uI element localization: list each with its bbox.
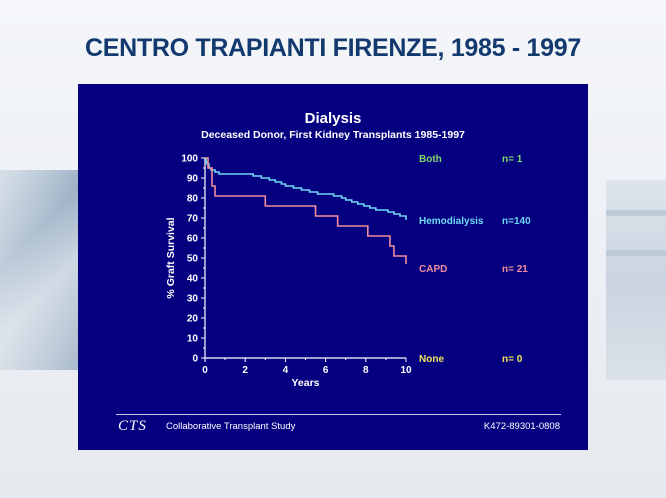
x-tick-label: 6 bbox=[323, 365, 329, 376]
y-tick-label: 30 bbox=[187, 294, 199, 305]
x-tick-label: 4 bbox=[283, 365, 289, 376]
legend-label-none: None bbox=[419, 354, 444, 365]
legend-n-capd: n= 21 bbox=[502, 264, 528, 275]
y-tick-label: 50 bbox=[187, 254, 199, 265]
x-tick-label: 10 bbox=[400, 365, 412, 376]
legend-label-hemodialysis: Hemodialysis bbox=[419, 216, 484, 227]
y-tick-label: 70 bbox=[187, 214, 199, 225]
x-axis-label: Years bbox=[291, 377, 319, 389]
legend-label-capd: CAPD bbox=[419, 264, 447, 275]
footer-code: K472-89301-0808 bbox=[483, 421, 560, 432]
y-tick-label: 100 bbox=[181, 154, 198, 165]
chart-title: Dialysis bbox=[304, 110, 362, 127]
background-stripe bbox=[606, 250, 666, 256]
footer-divider bbox=[116, 414, 561, 415]
x-tick-label: 8 bbox=[363, 365, 369, 376]
page-title: CENTRO TRAPIANTI FIRENZE, 1985 - 1997 bbox=[85, 34, 581, 62]
cts-logo: CTS bbox=[118, 418, 147, 434]
y-axis-label: % Graft Survival bbox=[165, 217, 177, 298]
y-tick-label: 90 bbox=[187, 174, 199, 185]
legend-n-hemodialysis: n=140 bbox=[502, 216, 531, 227]
background-stripe bbox=[606, 210, 666, 216]
y-tick-label: 10 bbox=[187, 334, 199, 345]
background-photo-left bbox=[0, 170, 78, 370]
chart-subtitle: Deceased Donor, First Kidney Transplants… bbox=[201, 129, 465, 141]
footer-label: Collaborative Transplant Study bbox=[166, 421, 296, 432]
legend-n-both: n= 1 bbox=[502, 154, 523, 165]
x-tick-label: 0 bbox=[202, 365, 208, 376]
y-tick-label: 60 bbox=[187, 234, 199, 245]
y-tick-label: 0 bbox=[192, 354, 198, 365]
x-tick-label: 2 bbox=[242, 365, 248, 376]
series-line-capd bbox=[205, 157, 407, 264]
survival-chart: 0 10 20 30 40 50 60 70 80 90 100 0 2 4 6 8 10 Years % Graf… bbox=[165, 154, 531, 390]
background-photo-right bbox=[606, 180, 666, 380]
legend-n-none: n= 0 bbox=[502, 354, 523, 365]
series-line-hemodialysis bbox=[205, 157, 407, 220]
y-tick-label: 80 bbox=[187, 194, 199, 205]
legend-label-both: Both bbox=[419, 154, 442, 165]
chart-slide: Dialysis Deceased Donor, First Kidney Tr… bbox=[78, 84, 588, 450]
y-tick-label: 20 bbox=[187, 314, 199, 325]
y-tick-label: 40 bbox=[187, 274, 199, 285]
background-photo-fade bbox=[0, 170, 78, 370]
